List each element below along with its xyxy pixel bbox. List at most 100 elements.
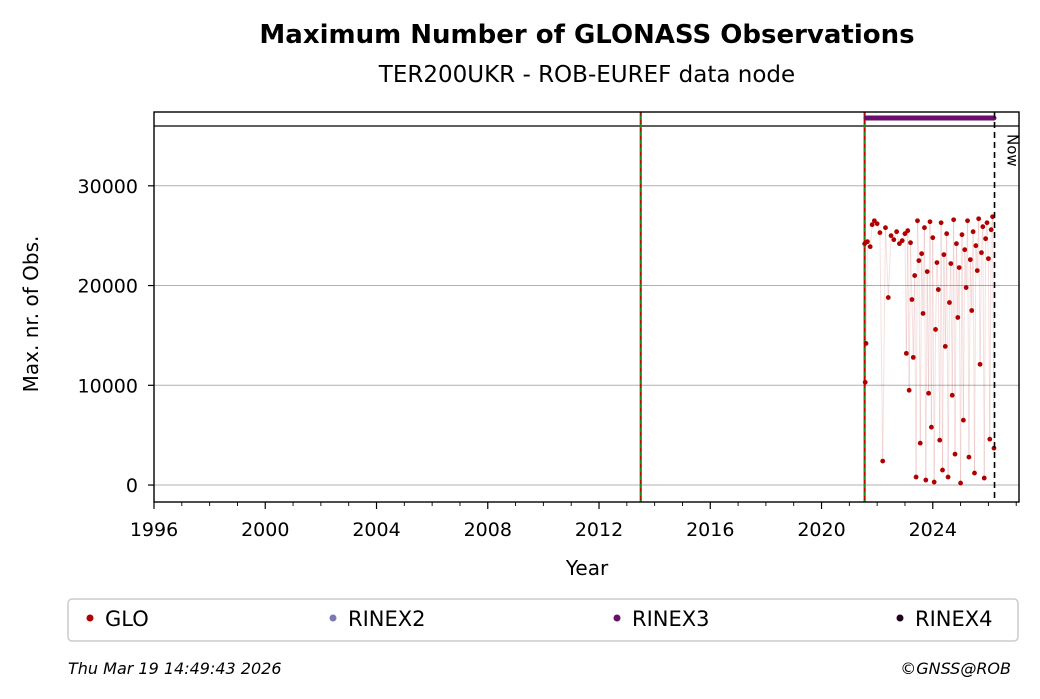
- data-point: [928, 424, 934, 430]
- series-connector: [985, 222, 988, 239]
- series-connector: [908, 242, 912, 391]
- series-connector: [950, 263, 953, 396]
- data-point: [913, 474, 919, 480]
- data-point: [959, 232, 965, 238]
- data-point: [977, 361, 983, 367]
- x-tick-label: 2016: [686, 519, 734, 541]
- series-connector: [982, 226, 985, 479]
- series-connector: [904, 233, 907, 354]
- series-connector: [947, 302, 950, 478]
- chart-title: Maximum Number of GLONASS Observations: [259, 20, 914, 50]
- x-tick-label: 1996: [130, 519, 178, 541]
- data-point: [883, 225, 888, 231]
- x-axis: 1996 2000 2004 2008 2012 2016 2020 2024: [130, 502, 1017, 541]
- series-connector: [936, 262, 939, 290]
- series-connector: [973, 245, 977, 474]
- series-connector: [914, 275, 917, 478]
- data-point: [909, 297, 915, 302]
- series-connector: [954, 243, 957, 455]
- data-point: [951, 217, 957, 223]
- data-point: [970, 229, 976, 235]
- data-point: [922, 225, 927, 231]
- data-point: [934, 260, 940, 266]
- data-point: [894, 229, 900, 235]
- series-connector: [987, 258, 991, 440]
- y-tick-label: 20000: [78, 276, 138, 298]
- data-point: [972, 470, 977, 476]
- footer-timestamp: Thu Mar 19 14:49:43 2026: [68, 659, 282, 678]
- series-connector: [884, 227, 889, 298]
- series-connector: [939, 222, 942, 441]
- data-point: [980, 224, 986, 230]
- data-point: [919, 251, 925, 257]
- series-connector: [922, 227, 925, 314]
- data-point: [967, 257, 973, 263]
- data-point: [960, 417, 966, 423]
- legend-marker-rinex3: [613, 614, 621, 622]
- series-connector: [926, 271, 930, 394]
- data-point: [920, 311, 926, 316]
- series-connector: [933, 329, 937, 483]
- data-point: [969, 308, 975, 313]
- data-point: [966, 454, 972, 460]
- data-point: [958, 480, 963, 486]
- series-connector: [992, 216, 995, 449]
- data-point: [888, 233, 894, 239]
- data-point: [933, 327, 938, 332]
- legend-label-rinex3: RINEX3: [632, 607, 710, 631]
- series-connector: [979, 252, 982, 365]
- series-connector: [940, 222, 944, 471]
- series-connector: [915, 220, 918, 478]
- legend: GLO RINEX2 RINEX3 RINEX4: [67, 598, 1019, 642]
- series-connector: [968, 259, 971, 458]
- series-connector: [882, 227, 886, 462]
- data-point: [862, 379, 868, 385]
- series-connector: [923, 227, 927, 481]
- series-connector: [932, 237, 935, 483]
- y-axis-label: Max. nr. of Obs.: [19, 236, 43, 393]
- data-point: [891, 237, 897, 243]
- y-tick-label: 0: [126, 475, 138, 497]
- data-point: [912, 273, 918, 278]
- series-connector: [916, 220, 920, 261]
- data-point: [948, 261, 954, 267]
- data-point: [981, 475, 987, 481]
- data-point: [906, 387, 912, 393]
- data-point: [986, 256, 991, 262]
- series-connector: [953, 219, 956, 455]
- data-point: [979, 250, 984, 256]
- series-connector: [921, 253, 924, 314]
- data-point: [965, 218, 970, 224]
- x-tick-label: 2000: [241, 519, 289, 541]
- data-point: [974, 268, 980, 273]
- series-connector: [930, 237, 934, 428]
- data-point: [944, 231, 950, 237]
- legend-frame: [67, 598, 1019, 642]
- x-tick-label: 2004: [352, 519, 400, 541]
- data-point: [956, 265, 962, 271]
- data-point: [865, 239, 870, 245]
- series-connector: [912, 275, 916, 358]
- series-connector: [864, 243, 866, 383]
- data-point: [963, 285, 969, 290]
- data-point: [867, 244, 873, 250]
- series-connector: [943, 254, 946, 347]
- legend-label-rinex2: RINEX2: [348, 607, 426, 631]
- series-connector: [955, 243, 959, 318]
- data-point: [905, 228, 911, 234]
- series-connector: [978, 218, 981, 365]
- data-point: [880, 458, 886, 464]
- series-connector: [928, 221, 931, 394]
- series-connector: [964, 249, 967, 288]
- data-point: [937, 437, 943, 443]
- data-point: [935, 287, 941, 292]
- data-point: [976, 216, 982, 222]
- series-connector: [929, 221, 932, 428]
- series-connector: [972, 231, 975, 474]
- legend-label-rinex4: RINEX4: [915, 607, 993, 631]
- data-point: [863, 341, 869, 346]
- series-connector: [946, 233, 949, 478]
- series-connector: [937, 289, 941, 441]
- series-connector: [869, 224, 873, 247]
- data-point: [947, 300, 952, 305]
